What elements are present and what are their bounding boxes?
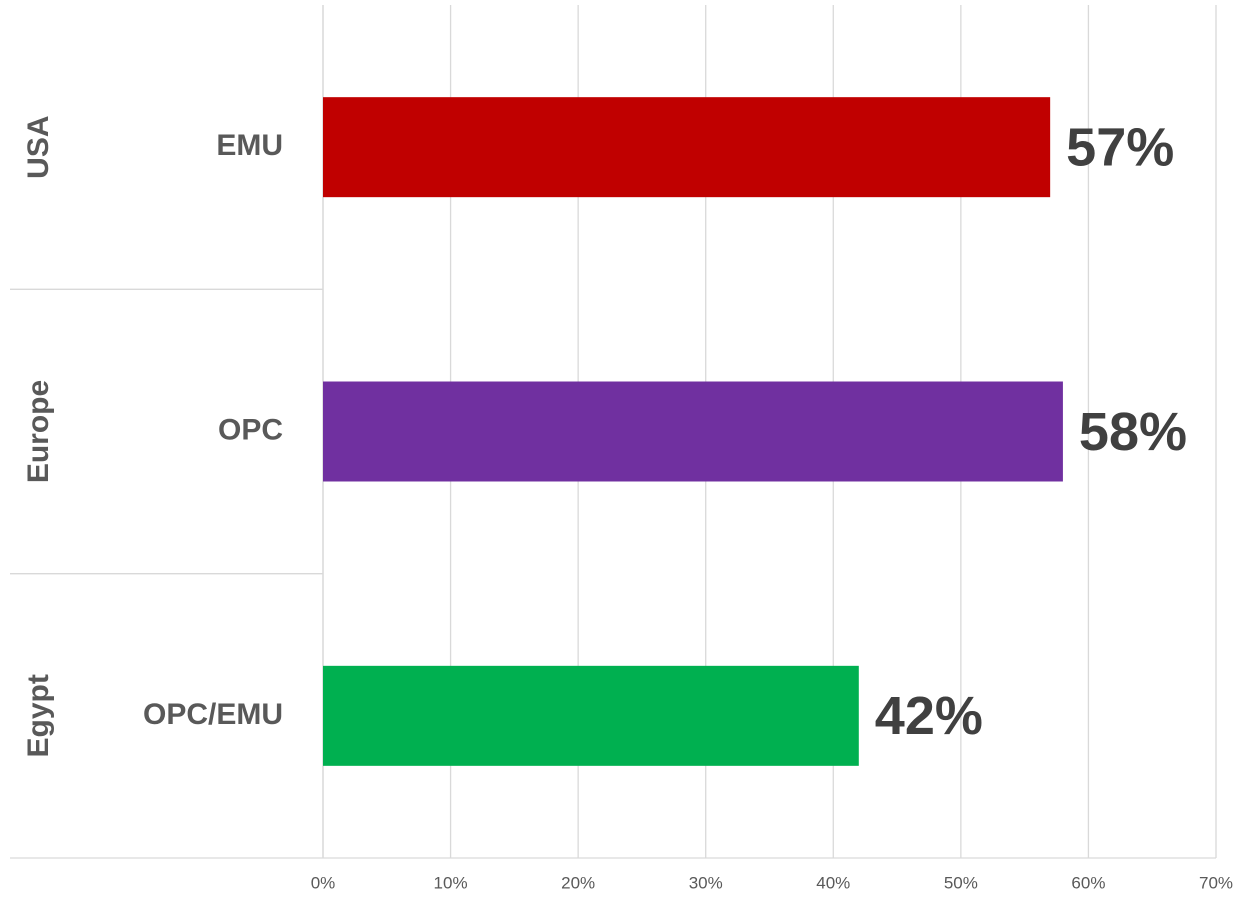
x-tick-label: 40% [816, 873, 850, 892]
group-label: Europe [22, 380, 55, 483]
x-tick-label: 0% [311, 873, 336, 892]
x-tick-label: 10% [434, 873, 468, 892]
bar [323, 665, 859, 766]
category-label: OPC/EMU [143, 698, 283, 731]
data-label: 42% [875, 686, 983, 746]
bar [323, 97, 1051, 198]
group-label: USA [22, 115, 55, 178]
x-tick-label: 50% [944, 873, 978, 892]
category-label: OPC [218, 413, 283, 446]
bar [323, 381, 1063, 482]
x-tick-label: 30% [689, 873, 723, 892]
data-label: 57% [1066, 117, 1174, 177]
x-tick-label: 70% [1199, 873, 1233, 892]
category-label: EMU [216, 129, 283, 162]
x-tick-label: 20% [561, 873, 595, 892]
data-label: 58% [1079, 402, 1187, 462]
group-label: Egypt [22, 674, 55, 757]
x-tick-label: 60% [1071, 873, 1105, 892]
